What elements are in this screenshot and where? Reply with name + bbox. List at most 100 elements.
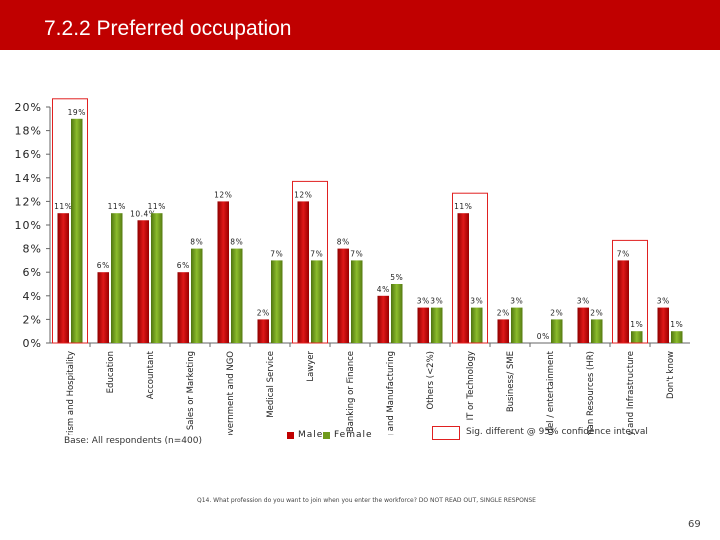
data-label-male: 3%: [417, 297, 430, 306]
significance-label: Sig. different @ 95% confidence interval: [466, 427, 648, 437]
bar-male: [497, 319, 509, 343]
bar-male: [417, 307, 429, 343]
y-tick-label: 2%: [23, 313, 42, 326]
bar-female: [591, 319, 603, 343]
bar-female: [111, 213, 123, 343]
category-label: Others (<2%): [426, 351, 436, 410]
legend-label-male: Male: [298, 430, 324, 440]
bar-chart: 0% 2% 4% 6% 8% 10% 12% 14% 16% 18% 20% 11% 19% Touris…: [15, 98, 690, 435]
data-label-female: 2%: [550, 308, 563, 317]
data-label-female: 8%: [230, 238, 243, 247]
category-label: Medical Service: [266, 351, 276, 418]
bar-female: [191, 248, 203, 343]
category-label: Government and NGO: [226, 351, 236, 435]
category-label: Don't know: [666, 351, 676, 399]
data-label-male: 3%: [577, 297, 590, 306]
bar-male: [217, 201, 229, 343]
category-label: Model / entertainment: [546, 350, 556, 435]
data-label-male: 4%: [377, 285, 390, 294]
bar-male: [617, 260, 629, 343]
category-label: Human Resources (HR): [586, 351, 596, 435]
legend-label-female: Female: [334, 430, 373, 440]
bar-male: [257, 319, 269, 343]
bar-female: [551, 319, 563, 343]
bar-male: [57, 213, 69, 343]
bar-male: [97, 272, 109, 343]
bar-male: [297, 201, 309, 343]
bar-female: [511, 307, 523, 343]
data-label-male: 7%: [617, 249, 630, 258]
bar-male: [657, 307, 669, 343]
bar-male: [137, 220, 149, 343]
category-label: Education: [106, 351, 116, 393]
bar-male: [377, 295, 389, 343]
bar-female: [471, 307, 483, 343]
y-tick-label: 6%: [23, 266, 42, 279]
bar-female: [631, 331, 643, 343]
category-label: Business/ SME: [506, 351, 516, 412]
bar-male: [577, 307, 589, 343]
legend-swatch-female: [323, 432, 330, 439]
category-label: Trading and Manufacturing: [386, 351, 396, 435]
category-label: Banking or Finance: [346, 351, 356, 432]
data-label-female: 8%: [190, 238, 203, 247]
data-label-male: 6%: [177, 261, 190, 270]
category-label: Construction / Property and Infrastructu…: [626, 351, 636, 435]
bar-female: [311, 260, 323, 343]
legend-swatch-male: [287, 432, 294, 439]
y-tick-label: 18%: [15, 125, 42, 138]
y-tick-label: 14%: [15, 172, 42, 185]
data-label-female: 3%: [510, 297, 523, 306]
page-number: 69: [688, 519, 701, 530]
category-label: Accountant: [146, 350, 156, 399]
y-tick-label: 16%: [15, 148, 42, 161]
data-label-female: 7%: [310, 249, 323, 258]
significance-box: [292, 180, 328, 344]
data-label-female: 1%: [630, 320, 643, 329]
bar-female: [151, 213, 163, 343]
y-tick-label: 4%: [23, 290, 42, 303]
data-label-male: 8%: [337, 238, 350, 247]
y-tick-label: 10%: [15, 219, 42, 232]
data-label-female: 1%: [670, 320, 683, 329]
data-label-male: 11%: [54, 202, 72, 211]
bar-female: [231, 248, 243, 343]
data-label-male: 0%: [537, 332, 550, 341]
data-label-male: 2%: [497, 308, 510, 317]
base-note: Base: All respondents (n=400): [64, 436, 202, 446]
title-bar: 7.2.2 Preferred occupation: [0, 0, 720, 50]
data-label-male: 3%: [657, 297, 670, 306]
significance-box: [612, 239, 648, 344]
data-label-male: 11%: [454, 202, 472, 211]
y-tick-label: 20%: [15, 101, 42, 114]
data-label-female: 19%: [68, 108, 86, 117]
data-label-female: 2%: [590, 308, 603, 317]
bar-female: [431, 307, 443, 343]
y-tick-label: 8%: [23, 243, 42, 256]
data-label-female: 11%: [108, 202, 126, 211]
bar-female: [671, 331, 683, 343]
data-label-male: 12%: [214, 190, 232, 199]
bar-male: [177, 272, 189, 343]
category-label: Lawyer: [306, 351, 316, 382]
data-label-male: 10.4%: [130, 209, 156, 218]
significance-box: [52, 98, 88, 344]
y-tick-label: 12%: [15, 195, 42, 208]
data-label-male: 12%: [294, 190, 312, 199]
page-title: 7.2.2 Preferred occupation: [44, 17, 292, 40]
data-label-male: 6%: [97, 261, 110, 270]
bar-female: [271, 260, 283, 343]
data-label-male: 2%: [257, 308, 270, 317]
bar-male: [337, 248, 349, 343]
data-label-female: 5%: [390, 273, 403, 282]
bar-female: [391, 284, 403, 343]
category-label: IT or Technology: [466, 351, 476, 420]
question-note: Q14. What profession do you want to join…: [197, 497, 536, 504]
data-label-female: 7%: [270, 249, 283, 258]
y-tick-label: 0%: [23, 337, 42, 350]
bar-female: [351, 260, 363, 343]
bar-female: [71, 118, 83, 343]
data-label-female: 11%: [148, 202, 166, 211]
bar-male: [457, 213, 469, 343]
category-label: Sales or Marketing: [186, 351, 196, 430]
